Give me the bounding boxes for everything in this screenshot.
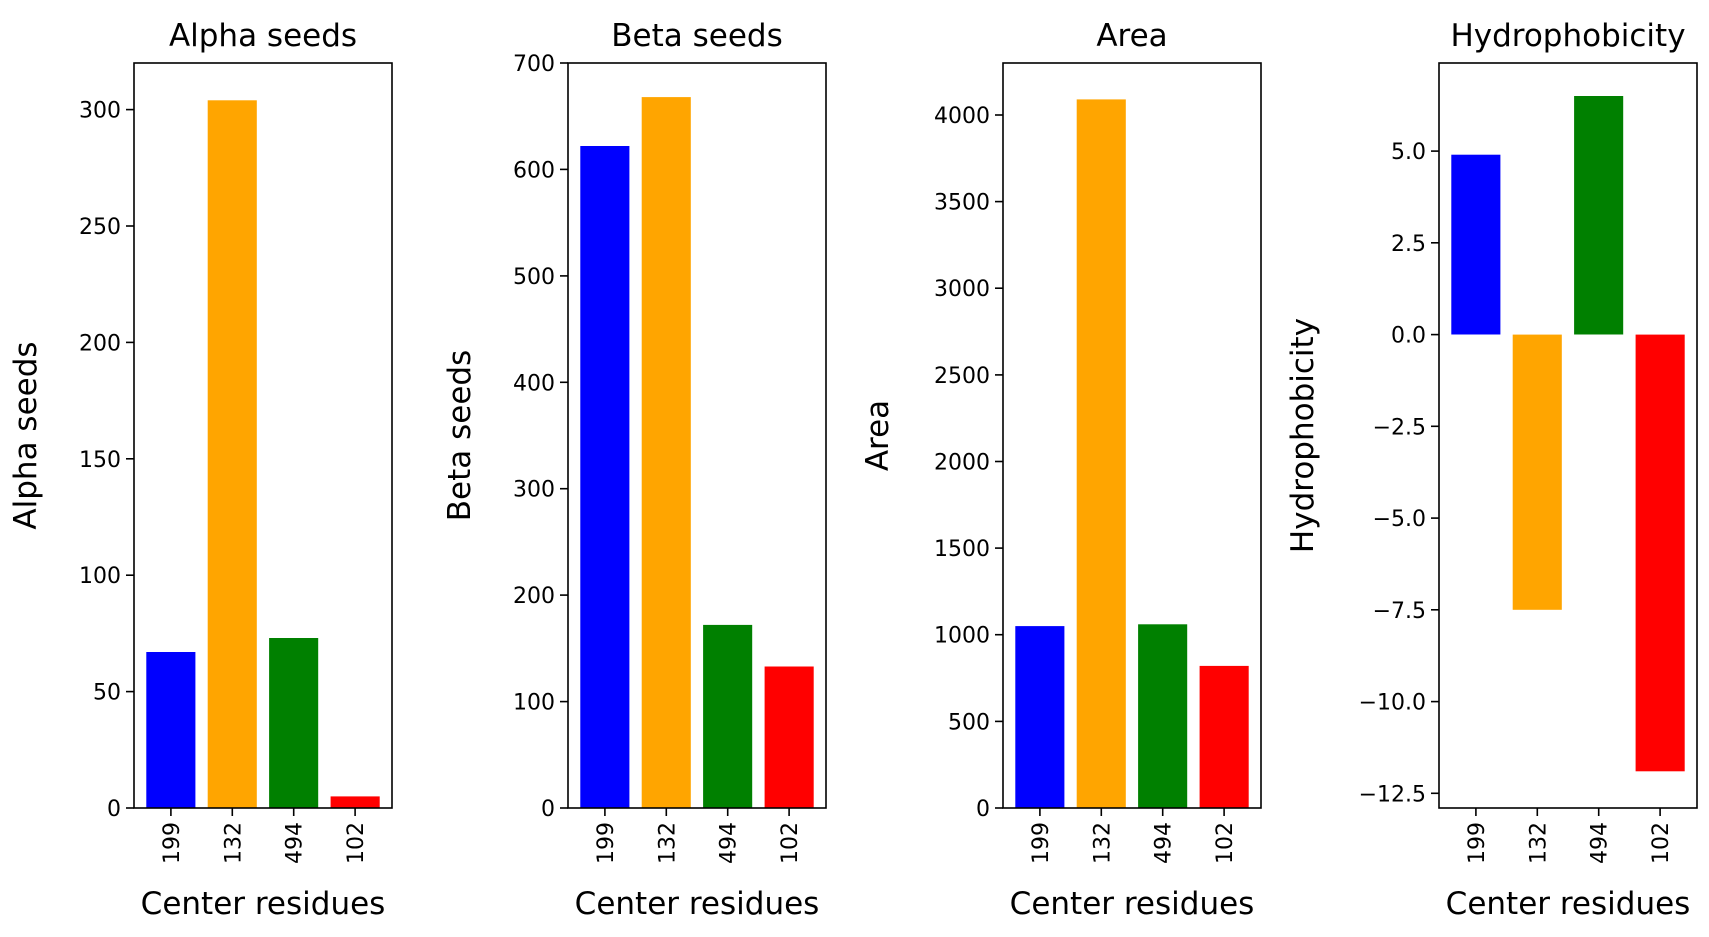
panel-4-bar-102 [1635, 334, 1685, 772]
panel-1-xlabel: Center residues [141, 886, 386, 922]
panel-3-ytick-label: 2500 [934, 364, 990, 389]
panel-3-ytick-label: 1500 [934, 537, 990, 562]
panel-3-axes-frame [1002, 62, 1262, 809]
panel-3-xtick-label: 199 [1029, 822, 1054, 864]
panel-3-ytick-label: 500 [948, 710, 990, 735]
panel-4-ytick-label: 2.5 [1391, 232, 1426, 257]
panel-3-xtick-label: 132 [1090, 822, 1115, 864]
panel-3-ytick-label: 3000 [934, 277, 990, 302]
panel-1-bar-102 [330, 796, 380, 808]
panel-3-xtick-label: 102 [1213, 822, 1238, 864]
panel-2-xlabel: Center residues [575, 886, 820, 922]
panel-1-ytick-label: 300 [79, 99, 121, 124]
panel-1-ytick-label: 0 [107, 797, 121, 822]
panel-3-title: Area [1096, 18, 1167, 54]
panel-1-bar-494 [269, 638, 319, 808]
panel-4-ytick-label: −10.0 [1359, 691, 1426, 716]
panel-4-bar-132 [1512, 334, 1562, 610]
panel-4-ytick-label: 0.0 [1391, 324, 1426, 349]
panel-3-ytick-label: 0 [976, 797, 990, 822]
panel-4-xtick-label: 199 [1465, 822, 1490, 864]
panel-1-ytick-label: 50 [93, 681, 121, 706]
panel-1-title: Alpha seeds [169, 18, 357, 54]
panel-3-ytick-label: 1000 [934, 624, 990, 649]
panel-4-ytick-label: −2.5 [1373, 415, 1426, 440]
panel-3-bar-132 [1076, 99, 1126, 808]
panel-2-axes-frame [567, 62, 827, 809]
panel-1-axes-frame [133, 62, 393, 809]
panel-1-bar-199 [146, 652, 196, 808]
panel-1-ytick-label: 250 [79, 215, 121, 240]
panel-3-ytick-label: 3500 [934, 191, 990, 216]
panel-2-xtick-label: 494 [717, 822, 742, 864]
panel-2-ytick-label: 600 [513, 158, 555, 183]
panel-3-xtick-label: 494 [1152, 822, 1177, 864]
panel-2-xtick-label: 102 [778, 822, 803, 864]
panel-2-ytick-label: 400 [513, 371, 555, 396]
panel-2-xtick-label: 132 [655, 822, 680, 864]
panel-2-bar-494 [703, 624, 753, 808]
panel-4-xlabel: Center residues [1446, 886, 1691, 922]
panel-4-xtick-label: 102 [1649, 822, 1674, 864]
panel-2-bar-132 [641, 97, 691, 809]
panel-1-xtick-label: 199 [160, 822, 185, 864]
panel-4-ytick-label: −7.5 [1373, 599, 1426, 624]
panel-4-xtick-label: 132 [1526, 822, 1551, 864]
panel-1-bar-132 [207, 100, 257, 809]
panel-4-xtick-label: 494 [1588, 822, 1613, 864]
panel-2-xtick-label: 199 [594, 822, 619, 864]
panel-2-ytick-label: 100 [513, 691, 555, 716]
panel-4-ytick-label: 5.0 [1391, 140, 1426, 165]
panel-3-bar-199 [1015, 626, 1065, 808]
panel-1-ytick-label: 150 [79, 448, 121, 473]
panel-2-ytick-label: 300 [513, 478, 555, 503]
panel-1-ylabel: Alpha seeds [8, 341, 44, 529]
panel-3-ytick-label: 2000 [934, 451, 990, 476]
panel-4-ylabel: Hydrophobicity [1285, 318, 1321, 553]
panel-1-xtick-label: 494 [283, 822, 308, 864]
panel-4-ytick-label: −5.0 [1373, 507, 1426, 532]
panel-3-xlabel: Center residues [1010, 886, 1255, 922]
panel-2-ytick-label: 500 [513, 265, 555, 290]
panel-3-ytick-label: 4000 [934, 104, 990, 129]
panel-2-bar-102 [764, 666, 814, 808]
panel-4-axes-frame [1438, 62, 1698, 809]
panel-4-ytick-label: −12.5 [1359, 782, 1426, 807]
panel-1-ytick-label: 100 [79, 564, 121, 589]
panel-1-xtick-label: 132 [221, 822, 246, 864]
panel-2-title: Beta seeds [611, 18, 782, 54]
panel-1-xtick-label: 102 [344, 822, 369, 864]
panel-4-bar-199 [1451, 154, 1501, 335]
panel-1-ytick-label: 200 [79, 331, 121, 356]
panel-3-bar-494 [1138, 624, 1188, 808]
panel-2-ytick-label: 200 [513, 584, 555, 609]
panel-4-title: Hydrophobicity [1450, 18, 1685, 54]
panel-2-ylabel: Beta seeds [442, 350, 478, 521]
panel-3-ylabel: Area [860, 400, 896, 471]
panel-2-ytick-label: 0 [541, 797, 555, 822]
panel-2-bar-199 [580, 146, 630, 808]
panel-3-bar-102 [1199, 665, 1249, 808]
panel-4-bar-494 [1574, 96, 1624, 335]
panel-2-ytick-label: 700 [513, 52, 555, 77]
